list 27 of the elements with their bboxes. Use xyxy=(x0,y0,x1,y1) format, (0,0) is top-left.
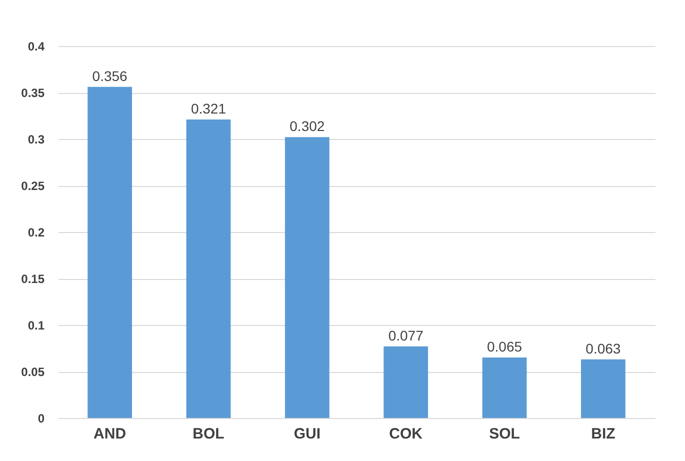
data-label: 0.063 xyxy=(586,340,621,356)
y-tick-label: 0.25 xyxy=(21,179,45,193)
data-label: 0.077 xyxy=(388,327,424,344)
y-tick-label: 0.35 xyxy=(21,86,45,100)
bar xyxy=(186,119,231,418)
y-tick-label: 0.1 xyxy=(28,318,45,332)
bar xyxy=(88,86,132,418)
y-tick-label: 0.4 xyxy=(28,40,45,54)
data-label: 0.302 xyxy=(290,118,325,134)
x-tick-label: COK xyxy=(389,426,423,442)
bar xyxy=(482,358,527,418)
x-tick-label: AND xyxy=(94,426,126,442)
y-tick-label: 0.3 xyxy=(28,132,45,146)
data-label: 0.321 xyxy=(190,100,226,116)
bar xyxy=(384,346,428,418)
data-label: 0.065 xyxy=(486,338,522,355)
x-tick-label: SOL xyxy=(489,426,520,442)
y-tick-label: 0.15 xyxy=(21,272,45,286)
data-label: 0.356 xyxy=(92,68,128,84)
y-tick-label: 0.2 xyxy=(28,226,45,240)
bar xyxy=(284,137,330,418)
x-tick-label: GUI xyxy=(294,426,320,442)
y-tick-label: 0 xyxy=(38,412,45,426)
x-tick-label: BIZ xyxy=(591,426,616,442)
bar xyxy=(580,359,626,418)
x-tick-label: BOL xyxy=(192,426,224,442)
y-tick-label: 0.05 xyxy=(21,365,45,379)
